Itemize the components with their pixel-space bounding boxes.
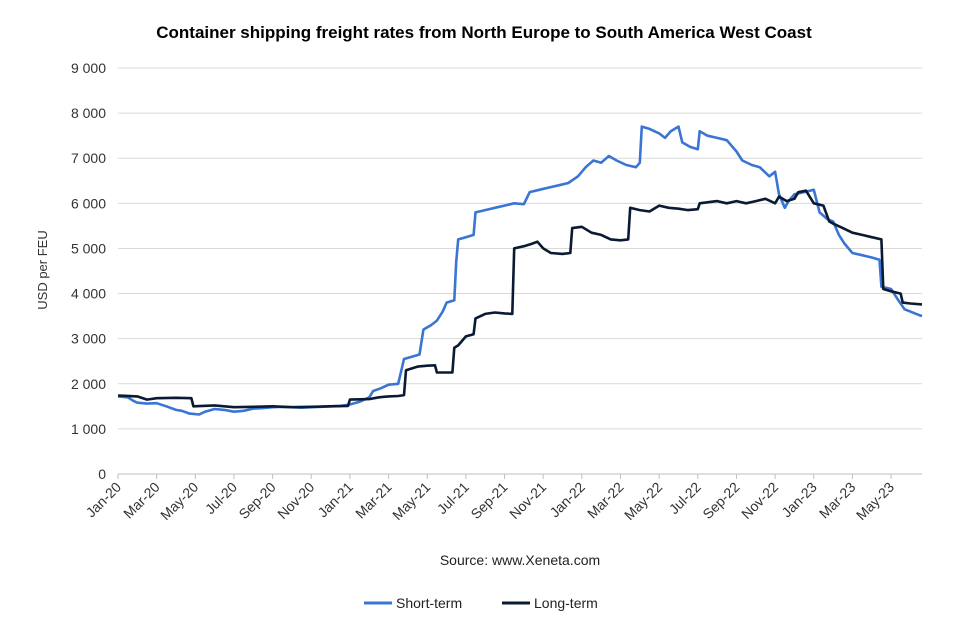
- x-tick-label: Sep-21: [467, 479, 510, 522]
- x-tick-label: Nov-22: [738, 479, 781, 522]
- x-tick-label: Nov-21: [506, 479, 549, 522]
- legend-label: Short-term: [396, 595, 462, 611]
- y-tick-label: 6 000: [71, 195, 106, 211]
- x-tick-label: Jan-20: [83, 479, 125, 521]
- series-line-short-term: [117, 125, 923, 416]
- x-tick-label: Sep-20: [235, 479, 278, 522]
- x-tick-label: Jul-21: [434, 479, 472, 517]
- y-tick-label: 0: [98, 466, 106, 482]
- legend: Short-term Long-term: [364, 595, 598, 611]
- chart-title: Container shipping freight rates from No…: [156, 23, 812, 42]
- x-tick-label: Jan-21: [314, 479, 356, 521]
- x-tick-label: Jul-20: [202, 479, 240, 517]
- x-tick-label: Nov-20: [274, 479, 317, 522]
- y-axis-label: USD per FEU: [35, 230, 50, 309]
- x-tick-label: Mar-23: [816, 479, 859, 522]
- y-tick-label: 4 000: [71, 286, 106, 302]
- y-tick-label: 5 000: [71, 240, 106, 256]
- x-tick-label: May-20: [157, 479, 201, 523]
- x-tick-label: Mar-20: [120, 479, 163, 522]
- x-tick-label: Mar-22: [584, 479, 627, 522]
- y-tick-label: 3 000: [71, 331, 106, 347]
- y-tick-label: 1 000: [71, 421, 106, 437]
- x-tick-label: May-22: [621, 479, 665, 523]
- legend-label: Long-term: [534, 595, 598, 611]
- axes: 0 1 000 2 000 3 000 4 000 5 000 6 000 7 000 8 00…: [71, 60, 922, 523]
- x-tick-label: Jul-22: [666, 479, 704, 517]
- x-tick-label: Mar-21: [352, 479, 395, 522]
- x-tick-label: May-21: [389, 479, 433, 523]
- x-tick-label: Jan-22: [546, 479, 588, 521]
- series-line-long-term: [117, 189, 923, 409]
- y-tick-label: 8 000: [71, 105, 106, 121]
- source-note: Source: www.Xeneta.com: [440, 552, 600, 568]
- y-tick-label: 9 000: [71, 60, 106, 76]
- x-tick-label: Jan-23: [778, 479, 820, 521]
- gridlines: [118, 67, 922, 430]
- series-lines: [117, 125, 923, 416]
- y-tick-label: 7 000: [71, 150, 106, 166]
- x-tick-label: May-23: [853, 479, 897, 523]
- y-tick-label: 2 000: [71, 376, 106, 392]
- x-tick-label: Sep-22: [699, 479, 742, 522]
